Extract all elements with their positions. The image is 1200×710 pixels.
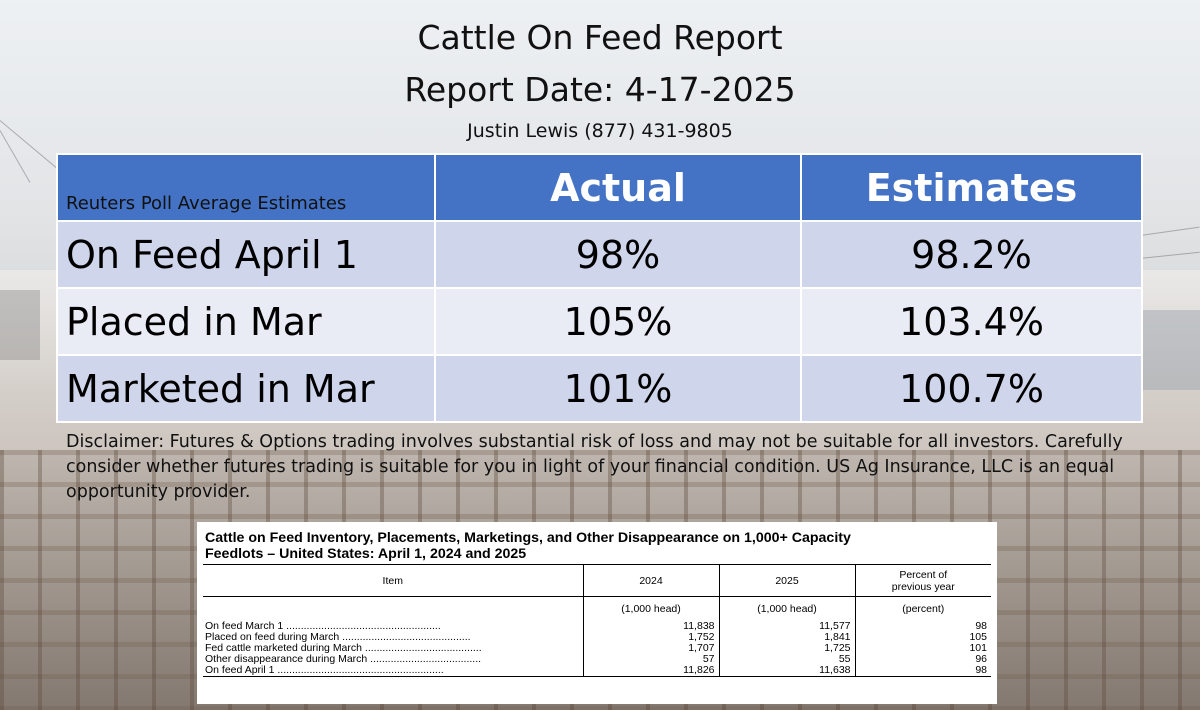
usda-item-text: Fed cattle marketed during March (205, 642, 362, 654)
usda-value-2025: 1,841 (718, 631, 855, 643)
estimates-table: Reuters Poll Average Estimates Actual Es… (56, 153, 1143, 423)
estimates-header-row: Reuters Poll Average Estimates Actual Es… (56, 153, 1143, 222)
leader-dots: ........................................… (274, 664, 444, 676)
leader-dots: ...................................... (367, 653, 482, 665)
usda-value-percent: 98 (854, 664, 991, 677)
row-label: Placed in Mar (56, 287, 436, 356)
estimate-value: 103.4% (800, 287, 1143, 356)
usda-value-percent: 101 (854, 642, 991, 654)
usda-row-item: Fed cattle marketed during March .......… (203, 643, 583, 654)
usda-header-2024: 2024 (582, 564, 719, 597)
leader-dots: ........................................ (362, 642, 482, 654)
estimate-value: 100.7% (800, 354, 1143, 423)
usda-table-title: Cattle on Feed Inventory, Placements, Ma… (205, 530, 991, 562)
leader-dots: ........................................… (283, 620, 441, 632)
table-row: Marketed in Mar 101% 100.7% (56, 354, 1143, 423)
usda-title-line: Feedlots – United States: April 1, 2024 … (205, 546, 527, 562)
column-header-actual: Actual (434, 153, 802, 222)
usda-unit-row: (1,000 head) (1,000 head) (percent) (203, 596, 991, 621)
usda-row-item: Placed on feed during March ............… (203, 632, 583, 643)
actual-value: 101% (434, 354, 802, 423)
table-row: Placed in Mar 105% 103.4% (56, 287, 1143, 356)
actual-value: 98% (434, 220, 802, 289)
table-row: Other disappearance during March .......… (203, 653, 991, 665)
usda-header-2025: 2025 (718, 564, 855, 597)
usda-value-2024: 1,707 (582, 642, 719, 654)
column-header-estimates: Estimates (800, 153, 1143, 222)
table-row: On feed March 1 ........................… (203, 620, 991, 632)
usda-header-item: Item (203, 564, 583, 597)
usda-item-text: Placed on feed during March (205, 631, 340, 643)
usda-header-row: Item 2024 2025 Percent of previous year (203, 564, 991, 597)
contact-info: Justin Lewis (877) 431-9805 (467, 120, 733, 142)
table-row: On Feed April 1 98% 98.2% (56, 220, 1143, 289)
table-row: On feed April 1 ........................… (203, 664, 991, 677)
usda-unit-2024: (1,000 head) (582, 596, 719, 621)
usda-value-percent: 96 (854, 653, 991, 665)
disclaimer-text: Disclaimer: Futures & Options trading in… (66, 432, 1123, 502)
usda-row-item: On feed April 1 ........................… (203, 664, 583, 677)
usda-row-item: On feed March 1 ........................… (203, 621, 583, 632)
row-label: Marketed in Mar (56, 354, 436, 423)
usda-value-2025: 11,577 (718, 620, 855, 632)
usda-unit-blank (203, 597, 583, 621)
usda-value-2025: 55 (718, 653, 855, 665)
usda-header-percent: Percent of previous year (854, 564, 991, 597)
usda-report-table-image: Cattle on Feed Inventory, Placements, Ma… (197, 522, 997, 704)
usda-header-percent-line: Percent of (899, 568, 948, 581)
usda-unit-2025: (1,000 head) (718, 596, 855, 621)
usda-row-item: Other disappearance during March .......… (203, 654, 583, 665)
building (0, 290, 40, 360)
usda-unit-percent: (percent) (854, 596, 991, 621)
usda-item-text: Other disappearance during March (205, 653, 368, 665)
table-row: Placed on feed during March ............… (203, 631, 991, 643)
report-title: Cattle On Feed Report (417, 18, 783, 57)
report-date: Report Date: 4-17-2025 (404, 70, 796, 109)
usda-item-text: On feed April 1 (205, 664, 275, 676)
usda-header-percent-line: previous year (891, 580, 955, 593)
usda-value-2024: 1,752 (582, 631, 719, 643)
table-row: Fed cattle marketed during March .......… (203, 642, 991, 654)
usda-value-2025: 1,725 (718, 642, 855, 654)
usda-title-line: Cattle on Feed Inventory, Placements, Ma… (205, 530, 851, 546)
row-label: On Feed April 1 (56, 220, 436, 289)
usda-value-percent: 105 (854, 631, 991, 643)
usda-item-text: On feed March 1 (205, 620, 284, 632)
usda-value-2024: 11,838 (582, 620, 719, 632)
usda-value-2024: 11,826 (582, 664, 719, 677)
table-caption: Reuters Poll Average Estimates (56, 153, 436, 222)
actual-value: 105% (434, 287, 802, 356)
usda-value-2025: 11,638 (718, 664, 855, 677)
usda-table: Item 2024 2025 Percent of previous year … (203, 564, 991, 677)
usda-value-percent: 98 (854, 620, 991, 632)
usda-value-2024: 57 (582, 653, 719, 665)
estimate-value: 98.2% (800, 220, 1143, 289)
leader-dots: ........................................… (339, 631, 471, 643)
